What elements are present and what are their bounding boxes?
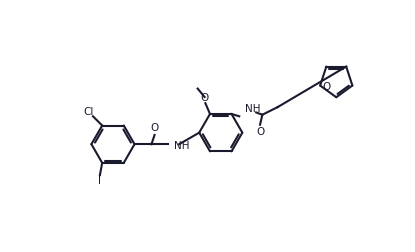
Text: I: I xyxy=(98,176,101,186)
Text: O: O xyxy=(322,82,330,92)
Text: NH: NH xyxy=(174,141,189,151)
Text: O: O xyxy=(150,123,159,133)
Text: O: O xyxy=(200,93,209,103)
Text: Cl: Cl xyxy=(83,107,93,117)
Text: O: O xyxy=(256,128,264,137)
Text: NH: NH xyxy=(245,104,261,114)
